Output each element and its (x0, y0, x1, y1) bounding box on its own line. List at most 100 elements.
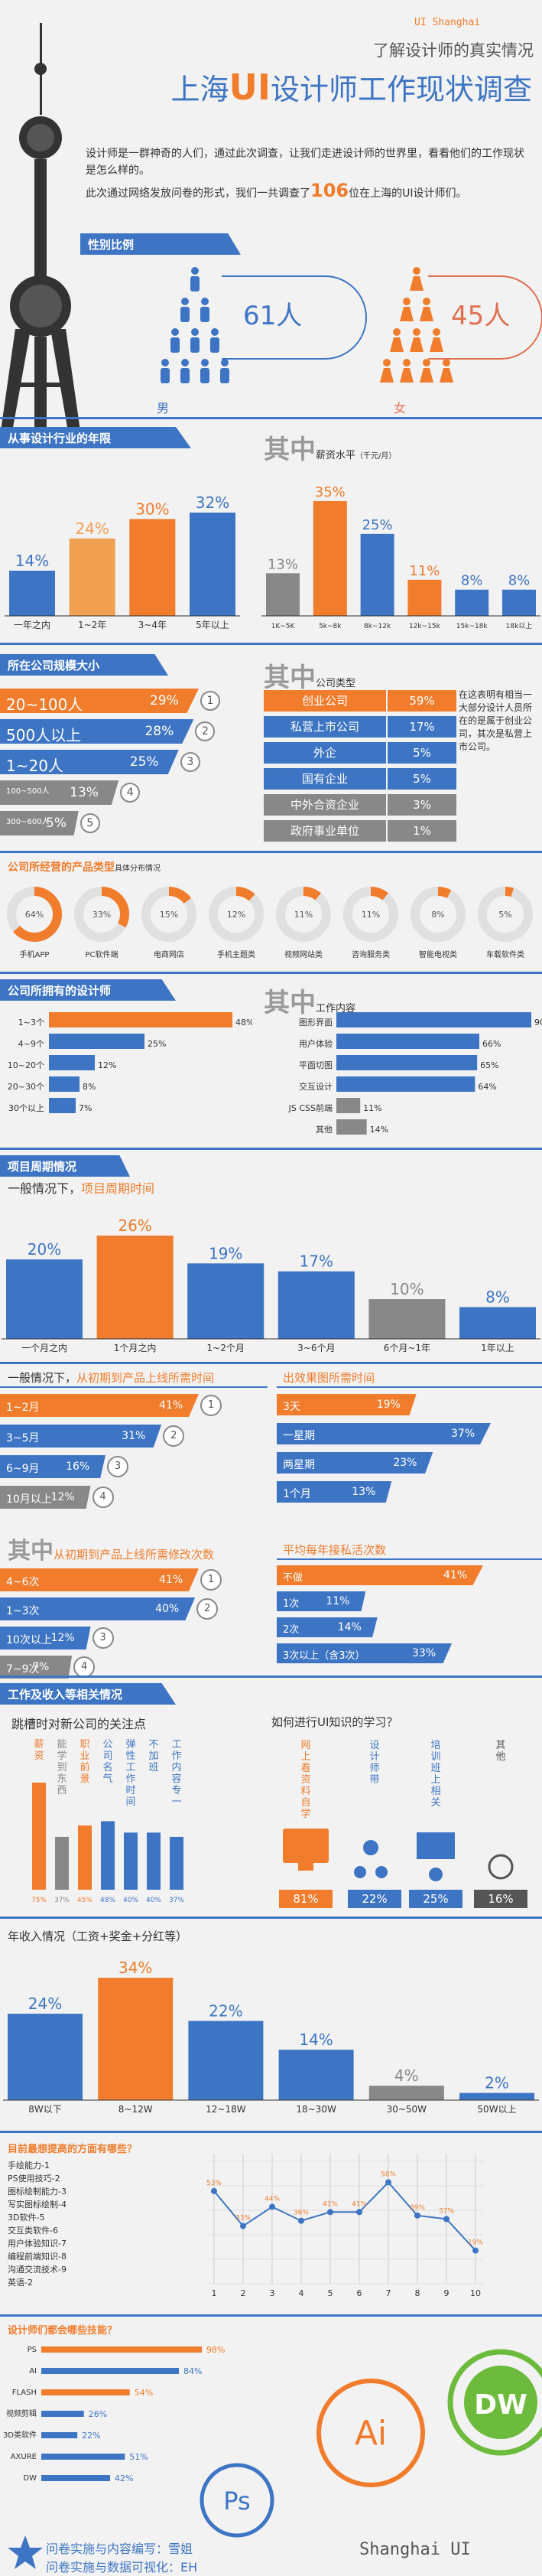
dw-logo-icon: DW (447, 2349, 542, 2456)
category-label: 1~2个月 (207, 1343, 245, 1353)
size-label: 100~500人 (6, 787, 50, 796)
donut-arc (276, 887, 331, 942)
row-bar (49, 1055, 95, 1070)
focus-bar (170, 1836, 183, 1890)
donut-arc (478, 887, 533, 942)
pill-label: 4~6次 (6, 1576, 40, 1588)
person-body (410, 276, 424, 291)
intro-sample-count: 106 (310, 180, 349, 201)
person-head (443, 359, 450, 366)
overtime-heading-underline (277, 1558, 542, 1560)
type-pct: 59% (388, 690, 456, 712)
learn-label-char: 料 (300, 1786, 310, 1797)
learn-label-char: 带 (369, 1774, 379, 1786)
improve-item: 沟通交流技术-9 (8, 2265, 67, 2275)
focus-label-char: 内 (171, 1761, 181, 1773)
focus-chart: 薪资75%能学到东西37%职业前景45%公司名气48%弹性工作时间40%不加班4… (31, 1739, 184, 1904)
learn-heading: 如何进行UI知识的学习？ (271, 1715, 398, 1729)
category-label: 6个月~1年 (384, 1343, 430, 1353)
monitor-stand (298, 1863, 313, 1871)
row-value: 14% (370, 1125, 388, 1135)
skill-label: 视频剪辑 (6, 2408, 37, 2418)
overtime-list: 不做 41% 1次 11% 2次 14% 3次以上（含3次） 33% (277, 1565, 542, 1695)
pill-pct: 41% (443, 1569, 468, 1581)
x-tick: 2 (241, 2288, 246, 2298)
person-head (201, 359, 209, 366)
data-point (385, 2179, 391, 2186)
bar-value-label: 11% (409, 563, 440, 579)
focus-pct: 75% (31, 1897, 47, 1904)
intro-paragraph-1: 设计师是一群神奇的人们，通过此次调查，让我们走进设计师的世界里，看看他们的工作现… (86, 148, 524, 177)
person-head (221, 359, 229, 366)
data-label: 36% (294, 2210, 309, 2217)
category-label: 1~2年 (78, 620, 106, 630)
learn-label-char: 资 (300, 1774, 310, 1786)
person-head (393, 328, 401, 336)
donut-pct: 5% (498, 910, 511, 920)
work-content-heading: 其中工作内容 (264, 982, 355, 1019)
other-icon (488, 1854, 514, 1880)
pill-label: 1次 (283, 1598, 300, 1610)
improve-chart: 53% 1 33% 2 44% 3 36% 4 41% 5 41% 6 58% 7 39% 8 37% 9 19% 1… (206, 2154, 483, 2298)
person-body (410, 337, 424, 352)
pill-label: 一星期 (283, 1430, 315, 1442)
male-count: 61人 (243, 301, 303, 331)
income-chart: 24% 8W以下 34% 8~12W 22% 12~18W 14% 18~30W 4% 30~50… (3, 1959, 539, 2115)
person-body (380, 368, 394, 383)
bar-value-label: 13% (268, 556, 298, 572)
category-label: 5k~8k (319, 623, 342, 630)
bar (455, 589, 489, 616)
focus-label-char: 工 (125, 1762, 135, 1773)
row-value: 12% (98, 1060, 116, 1070)
skill-label: FLASH (12, 2389, 37, 2397)
category-label: 8~12W (118, 2104, 153, 2115)
row-bar (336, 1076, 475, 1092)
section-title-work-income: 工作及收入等相关情况 (0, 1683, 176, 1705)
row-label: 用户体验 (299, 1038, 333, 1049)
pill-bar (277, 1452, 433, 1474)
pill-pct: 19% (376, 1399, 401, 1411)
focus-label-char: 司 (102, 1750, 112, 1762)
x-tick: 9 (444, 2288, 450, 2298)
improve-item: PS使用技巧-2 (8, 2174, 60, 2184)
focus-label-char: 名 (102, 1761, 112, 1773)
learn-label-char: 计 (369, 1751, 379, 1763)
pill-pct: 41% (159, 1399, 183, 1412)
category-label: 12k~15k (409, 623, 441, 630)
person-body (180, 307, 190, 322)
title-prefix: 上海 (170, 73, 229, 106)
learn-pct: 16% (488, 1892, 513, 1906)
pill-pct: 14% (337, 1621, 362, 1633)
bar (459, 2092, 534, 2100)
bar (313, 501, 347, 616)
pill-label: 两星期 (283, 1459, 315, 1471)
data-point (298, 2217, 304, 2224)
board-icon (417, 1832, 455, 1859)
rank-badge: 3 (92, 1627, 114, 1649)
row-value: 48% (235, 1018, 252, 1027)
data-label: 44% (265, 2195, 280, 2203)
focus-bar (147, 1832, 161, 1890)
data-point (211, 2187, 217, 2194)
row-bar (336, 1098, 361, 1113)
donut-arc (209, 887, 264, 942)
products-subtitle: 具体分布情况 (115, 865, 161, 873)
person-head (403, 359, 411, 366)
ai-logo-icon: Ai (316, 2379, 425, 2487)
focus-pct: 40% (123, 1897, 138, 1904)
company-type-qi: 其中 (264, 663, 316, 693)
person-head (181, 298, 189, 305)
improve-heading: 目前最想提高的方面有哪些？ (8, 2144, 138, 2155)
category-label: 1个月之内 (114, 1343, 157, 1353)
skill-label: 3D类软件 (3, 2430, 37, 2440)
bar (96, 1236, 174, 1339)
pill-label: 6~9月 (6, 1463, 40, 1475)
row-label: 图形界面 (299, 1018, 333, 1027)
learn-label-char: 关 (430, 1797, 440, 1809)
female-count: 45人 (451, 301, 511, 331)
type-label: 外企 (264, 742, 386, 764)
donut-pct: 8% (431, 910, 444, 920)
row-bar (49, 1012, 232, 1027)
row-bar (336, 1034, 479, 1049)
type-pct: 5% (388, 742, 456, 764)
